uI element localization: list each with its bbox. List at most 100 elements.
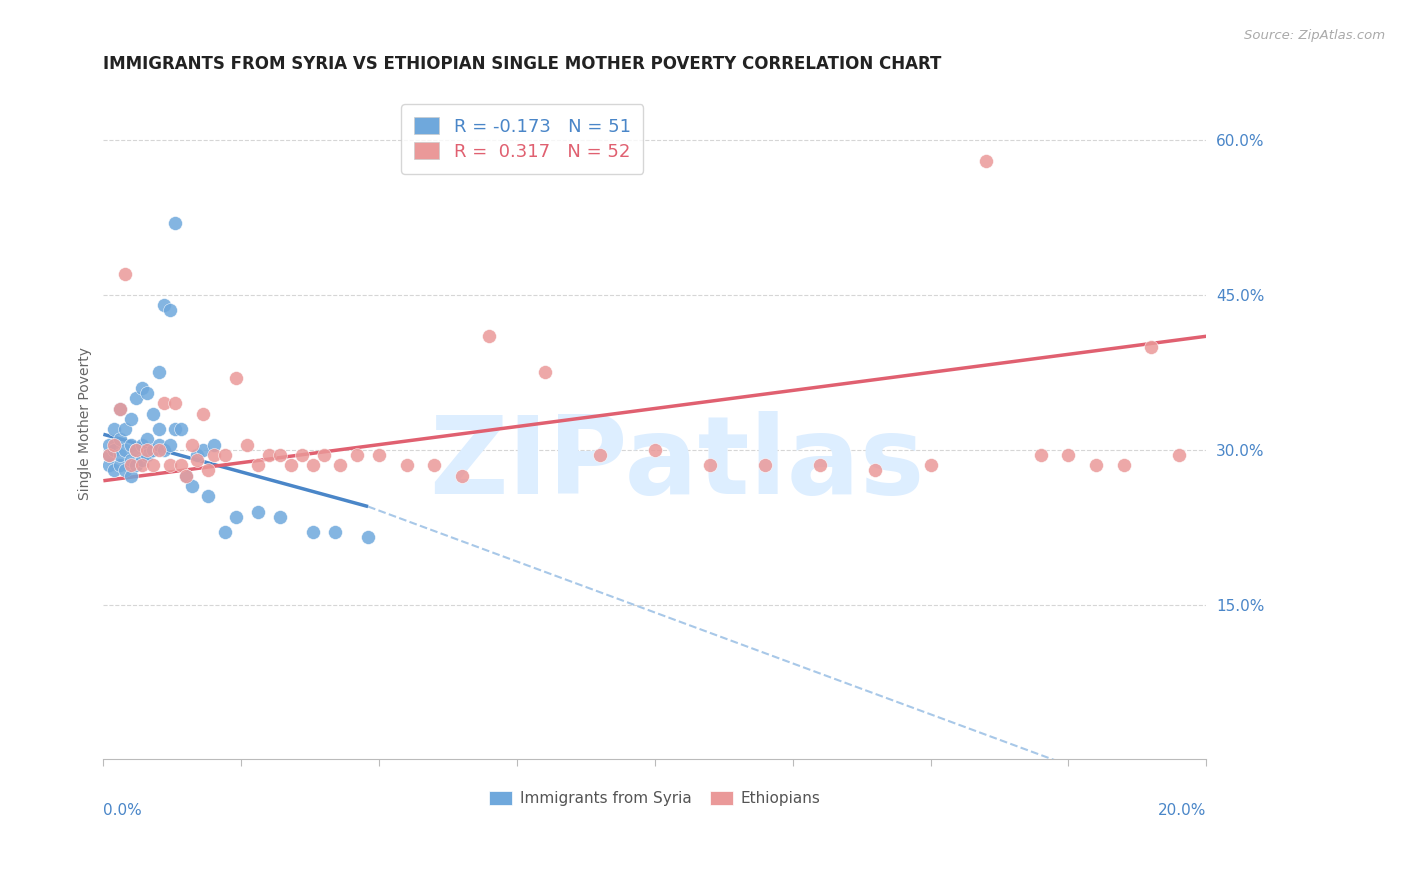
Point <box>136 386 159 401</box>
Point <box>323 525 346 540</box>
Point <box>159 458 181 473</box>
Point <box>148 422 170 436</box>
Point <box>974 153 997 168</box>
Point <box>257 448 280 462</box>
Point <box>120 458 142 473</box>
Text: IMMIGRANTS FROM SYRIA VS ETHIOPIAN SINGLE MOTHER POVERTY CORRELATION CHART: IMMIGRANTS FROM SYRIA VS ETHIOPIAN SINGL… <box>104 55 942 73</box>
Point <box>153 298 176 312</box>
Point <box>120 412 142 426</box>
Point <box>159 437 181 451</box>
Point <box>131 381 153 395</box>
Point <box>197 463 219 477</box>
Point <box>368 448 391 462</box>
Point <box>165 216 187 230</box>
Point <box>246 458 269 473</box>
Point <box>329 458 352 473</box>
Point <box>214 448 236 462</box>
Point <box>865 463 887 477</box>
Point <box>148 437 170 451</box>
Point <box>114 442 136 457</box>
Point <box>302 458 325 473</box>
Point <box>120 468 142 483</box>
Point <box>235 437 257 451</box>
Point <box>808 458 831 473</box>
Point <box>202 448 225 462</box>
Point <box>180 479 202 493</box>
Point <box>174 468 197 483</box>
Point <box>246 505 269 519</box>
Point <box>108 401 131 416</box>
Point <box>186 448 208 462</box>
Point <box>589 448 612 462</box>
Point <box>423 458 446 473</box>
Point <box>174 468 197 483</box>
Point <box>103 437 125 451</box>
Point <box>148 442 170 457</box>
Point <box>920 458 942 473</box>
Y-axis label: Single Mother Poverty: Single Mother Poverty <box>79 348 93 500</box>
Point <box>159 303 181 318</box>
Point <box>108 448 131 462</box>
Point <box>108 433 131 447</box>
Point <box>136 433 159 447</box>
Point <box>1084 458 1107 473</box>
Point <box>125 458 148 473</box>
Point <box>357 531 380 545</box>
Point <box>644 442 666 457</box>
Point <box>153 442 176 457</box>
Point <box>269 448 291 462</box>
Point <box>225 509 247 524</box>
Point <box>108 458 131 473</box>
Text: 20.0%: 20.0% <box>1159 803 1206 818</box>
Point <box>136 448 159 462</box>
Point <box>1167 448 1189 462</box>
Point <box>103 463 125 477</box>
Point <box>214 525 236 540</box>
Point <box>142 442 165 457</box>
Point <box>346 448 368 462</box>
Point <box>120 437 142 451</box>
Point <box>197 489 219 503</box>
Point <box>108 401 131 416</box>
Point <box>169 422 191 436</box>
Point <box>450 468 472 483</box>
Text: ZIPatlas: ZIPatlas <box>429 411 925 517</box>
Point <box>280 458 302 473</box>
Text: Source: ZipAtlas.com: Source: ZipAtlas.com <box>1244 29 1385 42</box>
Point <box>103 442 125 457</box>
Point <box>699 458 721 473</box>
Point <box>165 396 187 410</box>
Point <box>186 453 208 467</box>
Point <box>302 525 325 540</box>
Point <box>125 442 148 457</box>
Point <box>191 442 214 457</box>
Point <box>114 268 136 282</box>
Point <box>754 458 776 473</box>
Point <box>120 453 142 467</box>
Point <box>165 422 187 436</box>
Point <box>1029 448 1052 462</box>
Point <box>131 458 153 473</box>
Point <box>291 448 314 462</box>
Point <box>97 448 120 462</box>
Point <box>136 442 159 457</box>
Point <box>533 365 555 379</box>
Legend: Immigrants from Syria, Ethiopians: Immigrants from Syria, Ethiopians <box>484 785 827 812</box>
Point <box>148 365 170 379</box>
Point <box>142 458 165 473</box>
Point <box>125 391 148 405</box>
Text: 0.0%: 0.0% <box>104 803 142 818</box>
Point <box>395 458 418 473</box>
Point <box>478 329 501 343</box>
Point <box>169 458 191 473</box>
Point <box>131 437 153 451</box>
Point <box>131 453 153 467</box>
Point <box>142 407 165 421</box>
Point <box>97 448 120 462</box>
Point <box>312 448 335 462</box>
Point <box>114 463 136 477</box>
Point <box>1057 448 1080 462</box>
Point <box>97 458 120 473</box>
Point <box>103 422 125 436</box>
Point <box>97 437 120 451</box>
